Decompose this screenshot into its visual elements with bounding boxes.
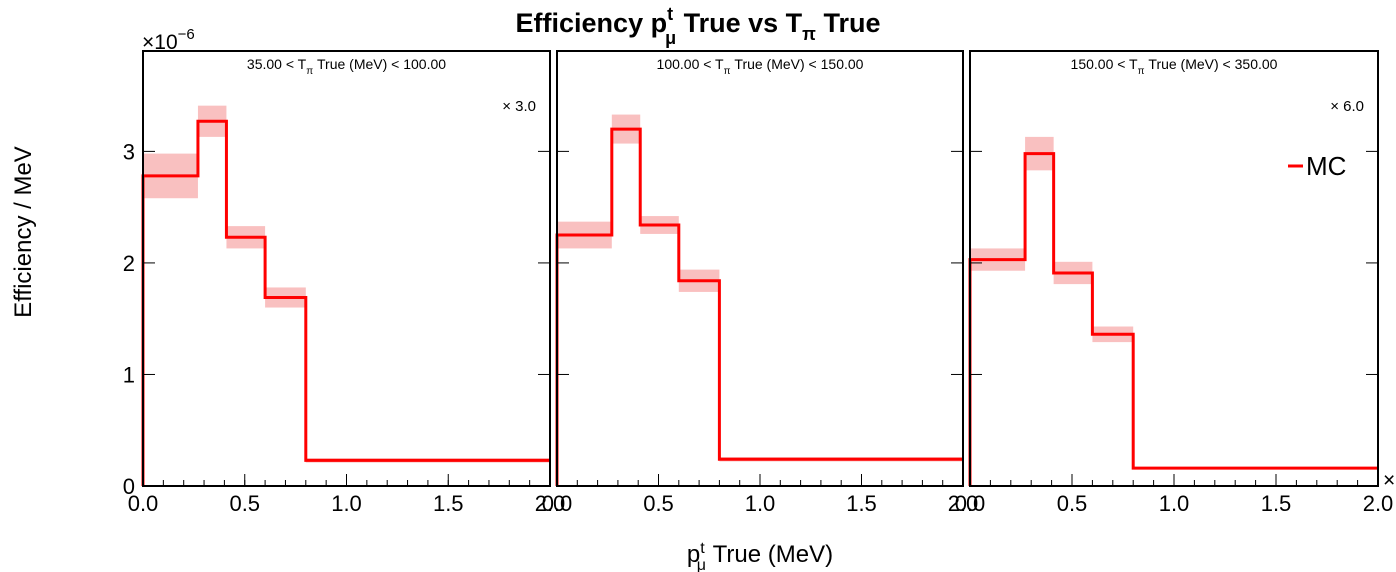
x-tick-label-1-4: 2.0 bbox=[535, 491, 566, 516]
figure-title: Efficiency pt μ True vs Tπ True bbox=[516, 4, 881, 48]
x-tick-label-1-3: 1.5 bbox=[433, 491, 464, 516]
title-sup: t bbox=[667, 4, 673, 24]
x-tick-label-2-0: 0.0 bbox=[542, 491, 573, 516]
panel-label-post-1: True (MeV) < 100.00 bbox=[313, 56, 446, 72]
x-tick-label-3-2: 1.0 bbox=[1159, 491, 1190, 516]
panel-label-pre-2: 100.00 < T bbox=[657, 56, 725, 72]
legend-label: MC bbox=[1306, 151, 1346, 181]
title-end: True bbox=[816, 8, 881, 38]
x-tick-label-1-1: 0.5 bbox=[229, 491, 260, 516]
x-tick-label-3-4: 2.0 bbox=[1363, 491, 1394, 516]
x-label-main: p bbox=[687, 541, 700, 568]
panel-label-2: 100.00 < Tπ True (MeV) < 150.00 bbox=[657, 56, 864, 77]
panel-label-1: 35.00 < Tπ True (MeV) < 100.00 bbox=[247, 56, 446, 77]
title-mid: True vs T bbox=[676, 8, 803, 38]
y-tick-label-1-3: 3 bbox=[123, 139, 135, 164]
title-main: Efficiency p bbox=[516, 8, 668, 38]
panel-frame-3 bbox=[969, 50, 1379, 487]
y-exponent-power: −6 bbox=[178, 26, 195, 43]
panel-label-post-2: True (MeV) < 150.00 bbox=[731, 56, 864, 72]
panel-label-sub-2: π bbox=[724, 66, 731, 77]
y-tick-label-1-0: 0 bbox=[123, 474, 135, 499]
x-tick-label-3-1: 0.5 bbox=[1057, 491, 1088, 516]
x-label-sup: t bbox=[700, 540, 705, 557]
panel-label-3: 150.00 < Tπ True (MeV) < 350.00 bbox=[1071, 56, 1278, 77]
panel-label-post-3: True (MeV) < 350.00 bbox=[1145, 56, 1278, 72]
x-tick-label-2-3: 1.5 bbox=[846, 491, 877, 516]
y-axis-label: Efficiency / MeV bbox=[10, 146, 37, 318]
axis-overflow-mark: × bbox=[1383, 469, 1395, 492]
panel-1: 0 1 2 3 0.0 0.5 1.0 1.5 2.0 35.00 < Tπ True (MeV)… bbox=[123, 50, 566, 516]
series-line-1-1 bbox=[141, 119, 550, 486]
y-exponent: ×10−6 bbox=[142, 26, 195, 54]
x-label-sub: μ bbox=[697, 557, 706, 572]
x-tick-label-2-4: 2.0 bbox=[948, 491, 979, 516]
panel-label-pre-3: 150.00 < T bbox=[1071, 56, 1139, 72]
x-label-end: True (MeV) bbox=[706, 541, 833, 568]
y-tick-label-1-1: 1 bbox=[123, 362, 135, 387]
y-exponent-base: ×10 bbox=[142, 31, 178, 54]
y-tick-label-1-2: 2 bbox=[123, 251, 135, 276]
scale-label-1: × 3.0 bbox=[502, 98, 536, 115]
panel-2: 0.0 0.5 1.0 1.5 2.0 100.00 < Tπ True (MeV) < … bbox=[542, 50, 979, 516]
x-tick-label-3-0: 0.0 bbox=[955, 491, 986, 516]
x-axis-label: pt μ True (MeV) bbox=[687, 540, 833, 572]
x-tick-label-3-3: 1.5 bbox=[1261, 491, 1292, 516]
title-sub2: π bbox=[802, 24, 816, 44]
panel-label-sub-1: π bbox=[306, 66, 313, 77]
panel-label-pre-1: 35.00 < T bbox=[247, 56, 307, 72]
panel-3: 0.0 0.5 1.0 1.5 2.0 150.00 < Tπ True (MeV) < … bbox=[955, 50, 1394, 516]
x-tick-label-1-0: 0.0 bbox=[128, 491, 159, 516]
x-tick-label-1-2: 1.0 bbox=[331, 491, 362, 516]
x-tick-label-2-1: 0.5 bbox=[643, 491, 674, 516]
x-tick-label-2-2: 1.0 bbox=[745, 491, 776, 516]
scale-label-3: × 6.0 bbox=[1330, 98, 1364, 115]
series-line-2-1 bbox=[555, 127, 963, 486]
title-sub: μ bbox=[665, 28, 676, 48]
series-line-3-1 bbox=[968, 152, 1378, 486]
panel-label-sub-3: π bbox=[1138, 66, 1145, 77]
